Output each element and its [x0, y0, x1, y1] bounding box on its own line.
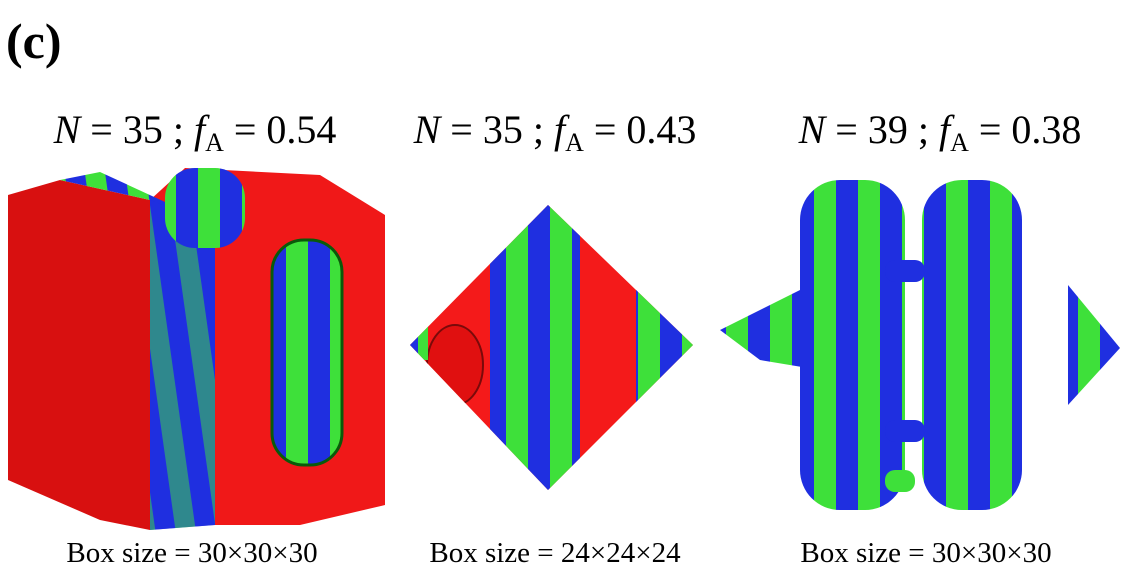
- structure-image-1: [8, 168, 385, 530]
- title-part: = 35 ;: [80, 107, 194, 152]
- subscript: A: [205, 128, 224, 157]
- panel-title: N = 35 ; fA = 0.43: [413, 107, 697, 157]
- structure-image-3: [720, 180, 1120, 510]
- subscript: A: [950, 128, 969, 157]
- symbol: N: [53, 107, 83, 152]
- title-part: = 0.54: [224, 107, 337, 152]
- title-part: = 0.43: [584, 107, 697, 152]
- subscript: A: [565, 128, 584, 157]
- title-part: = 35 ;: [440, 107, 554, 152]
- caption: Box size = 24×24×24: [429, 537, 681, 569]
- title-part: = 39 ;: [825, 107, 939, 152]
- symbol: N: [798, 107, 828, 152]
- figure: (c) N = 35 ; fA = 0.54 Box size = 30×30×…: [0, 0, 1126, 574]
- symbol: N: [413, 107, 443, 152]
- caption: Box size = 30×30×30: [800, 537, 1051, 569]
- panel-title: N = 39 ; fA = 0.38: [798, 107, 1082, 157]
- panel-title: N = 35 ; fA = 0.54: [53, 107, 337, 157]
- panel-label: (c): [6, 13, 62, 69]
- structure-image-2: [408, 200, 696, 500]
- title-part: = 0.38: [969, 107, 1082, 152]
- caption: Box size = 30×30×30: [66, 537, 317, 569]
